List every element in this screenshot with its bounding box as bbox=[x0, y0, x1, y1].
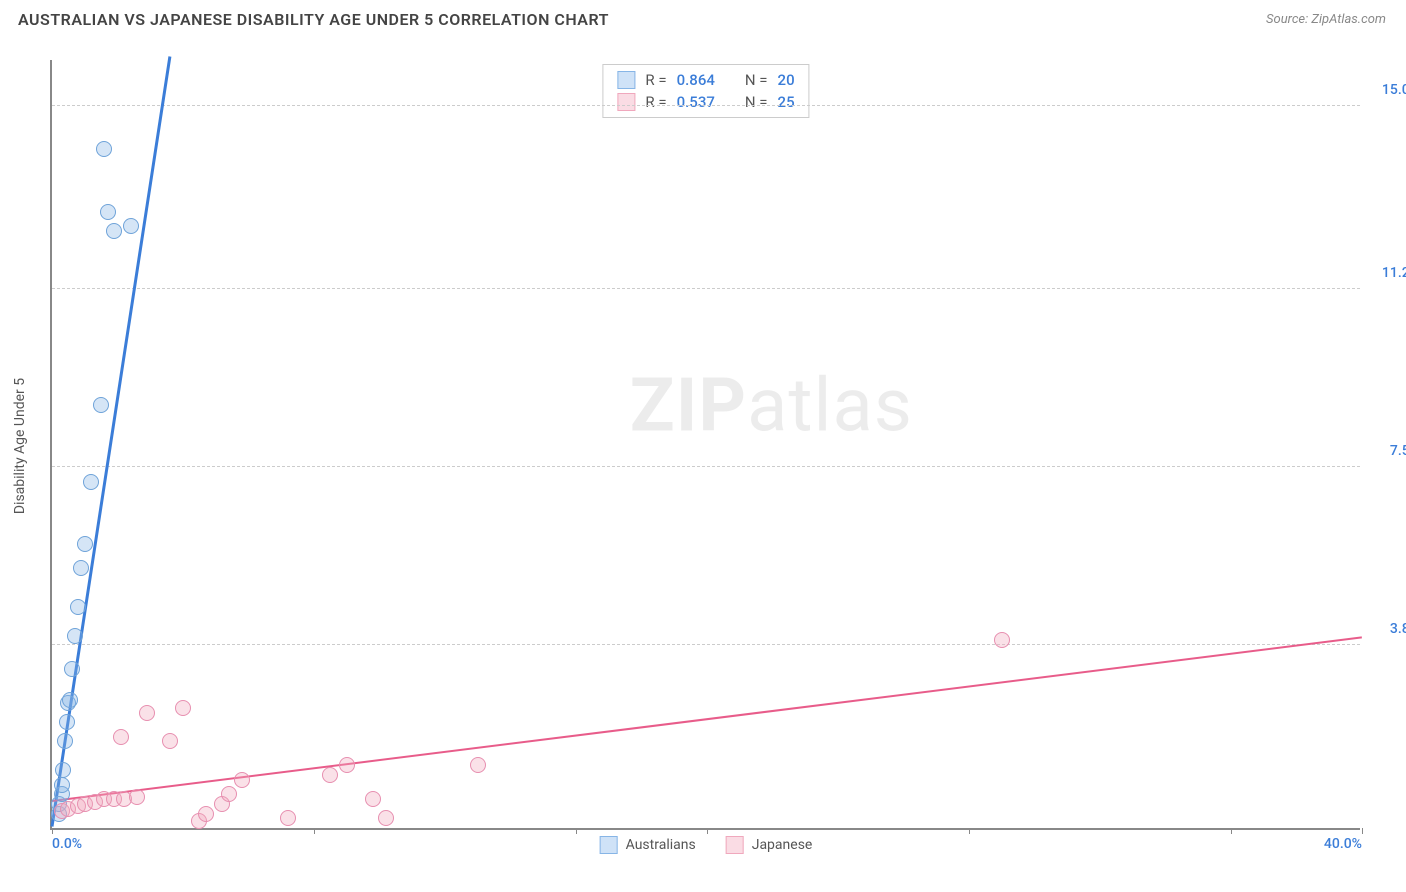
legend-swatch bbox=[617, 93, 635, 111]
data-point bbox=[100, 204, 116, 220]
data-point bbox=[62, 692, 78, 708]
x-tick bbox=[707, 828, 708, 834]
data-point bbox=[57, 733, 73, 749]
data-point bbox=[106, 223, 122, 239]
y-tick-label: 11.2% bbox=[1365, 265, 1406, 281]
legend-r-label: R = bbox=[645, 93, 666, 111]
data-point bbox=[280, 810, 296, 826]
data-point bbox=[59, 714, 75, 730]
data-point bbox=[123, 218, 139, 234]
data-point bbox=[129, 789, 145, 805]
legend-r-label: R = bbox=[645, 71, 666, 89]
data-point bbox=[93, 397, 109, 413]
gridline-h bbox=[52, 466, 1360, 467]
data-point bbox=[54, 777, 70, 793]
data-point bbox=[139, 705, 155, 721]
x-tick-label: 40.0% bbox=[1324, 836, 1362, 852]
legend-r-value: 0.864 bbox=[677, 71, 715, 89]
data-point bbox=[470, 757, 486, 773]
gridline-h bbox=[52, 105, 1360, 106]
y-axis-label: Disability Age Under 5 bbox=[12, 378, 28, 514]
data-point bbox=[67, 628, 83, 644]
data-point bbox=[365, 791, 381, 807]
data-point bbox=[77, 536, 93, 552]
legend-series-label: Japanese bbox=[752, 837, 813, 853]
data-point bbox=[994, 632, 1010, 648]
legend-series: Australians Japanese bbox=[600, 836, 813, 854]
x-tick bbox=[576, 828, 577, 834]
legend-n-value: 25 bbox=[778, 93, 795, 111]
legend-swatch bbox=[726, 836, 744, 854]
legend-correlation-row: R = 0.537 N = 25 bbox=[617, 91, 794, 113]
y-tick-label: 3.8% bbox=[1365, 621, 1406, 637]
data-point bbox=[55, 762, 71, 778]
data-point bbox=[70, 599, 86, 615]
y-tick-label: 15.0% bbox=[1365, 82, 1406, 98]
legend-n-label: N = bbox=[745, 93, 768, 111]
legend-series-item: Japanese bbox=[726, 836, 813, 854]
legend-n-value: 20 bbox=[778, 71, 795, 89]
data-point bbox=[198, 806, 214, 822]
chart-container: AUSTRALIAN VS JAPANESE DISABILITY AGE UN… bbox=[0, 0, 1406, 892]
gridline-h bbox=[52, 644, 1360, 645]
data-point bbox=[73, 560, 89, 576]
legend-r-value: 0.537 bbox=[677, 93, 715, 111]
x-tick-label: 0.0% bbox=[52, 836, 82, 852]
data-point bbox=[234, 772, 250, 788]
legend-series-label: Australians bbox=[626, 837, 696, 853]
legend-swatch bbox=[617, 71, 635, 89]
data-point bbox=[113, 729, 129, 745]
x-tick bbox=[52, 828, 53, 834]
watermark-zip: ZIP bbox=[630, 362, 747, 449]
data-point bbox=[221, 786, 237, 802]
data-point bbox=[96, 141, 112, 157]
data-point bbox=[162, 733, 178, 749]
data-point bbox=[378, 810, 394, 826]
plot-area: ZIPatlas R =0.864N =20R =0.537N =25 Aust… bbox=[50, 60, 1360, 830]
legend-correlation-row: R = 0.864 N = 20 bbox=[617, 69, 794, 91]
data-point bbox=[322, 767, 338, 783]
data-point bbox=[64, 661, 80, 677]
data-point bbox=[175, 700, 191, 716]
x-tick bbox=[1231, 828, 1232, 834]
source-label: Source: ZipAtlas.com bbox=[1266, 12, 1386, 27]
legend-series-item: Australians bbox=[600, 836, 696, 854]
x-tick bbox=[969, 828, 970, 834]
x-tick bbox=[314, 828, 315, 834]
legend-swatch bbox=[600, 836, 618, 854]
y-tick-label: 7.5% bbox=[1365, 443, 1406, 459]
x-tick bbox=[1362, 828, 1363, 834]
legend-n-label: N = bbox=[745, 71, 768, 89]
data-point bbox=[339, 757, 355, 773]
watermark-atlas: atlas bbox=[747, 362, 913, 449]
title-bar: AUSTRALIAN VS JAPANESE DISABILITY AGE UN… bbox=[0, 0, 1406, 35]
data-point bbox=[83, 474, 99, 490]
watermark: ZIPatlas bbox=[630, 362, 913, 449]
legend-correlation: R = 0.864 N = 20 R = 0.537 N = 25 bbox=[602, 64, 809, 118]
chart-title: AUSTRALIAN VS JAPANESE DISABILITY AGE UN… bbox=[18, 10, 609, 29]
gridline-h bbox=[52, 288, 1360, 289]
